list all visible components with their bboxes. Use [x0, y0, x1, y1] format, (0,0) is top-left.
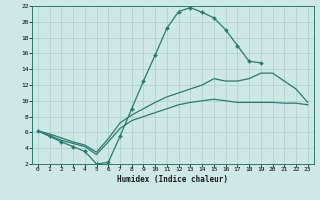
X-axis label: Humidex (Indice chaleur): Humidex (Indice chaleur) [117, 175, 228, 184]
